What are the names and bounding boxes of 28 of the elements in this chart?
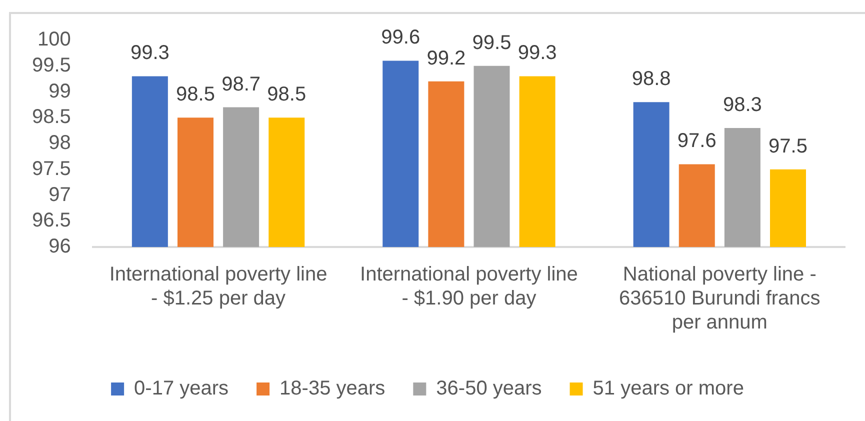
y-tick-label: 97.5 [32,158,71,180]
data-label: 97.6 [677,130,716,152]
x-tick-label: International poverty line - $1.90 per day [360,264,578,310]
data-label: 98.5 [176,84,215,106]
y-tick-label: 96.5 [32,210,71,232]
legend-label: 0-17 years [134,378,229,400]
x-tick-label: National poverty line - 636510 Burundi francs per annum [619,264,820,334]
legend-label: 18-35 years [280,378,386,400]
y-tick-label: 100 [38,28,71,51]
x-tick-label: International poverty line - $1.25 per day [109,264,328,310]
y-tick-label: 98.5 [32,106,71,128]
y-tick-label: 99.5 [32,54,71,76]
y-tick-label: 99 [48,80,71,102]
legend-label: 36-50 years [436,378,542,400]
data-label: 98.7 [222,73,261,96]
data-label: 98.5 [267,84,306,106]
data-label: 99.2 [426,47,466,70]
legend-label: 51 years or more [592,378,744,400]
data-label: 98.3 [722,94,762,116]
data-label: 97.5 [768,135,808,158]
data-label: 99.3 [130,42,170,64]
data-label: 98.8 [632,68,671,90]
data-label: 99.3 [518,42,557,64]
data-label: 99.5 [472,32,512,54]
y-tick-label: 96 [48,236,71,258]
y-tick-label: 98 [48,132,71,154]
data-label: 99.6 [381,26,420,49]
y-tick-label: 97 [48,184,71,206]
